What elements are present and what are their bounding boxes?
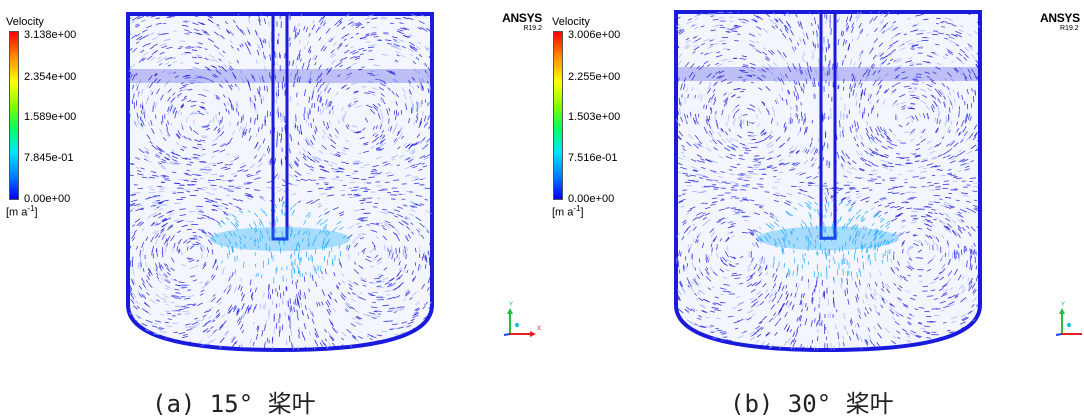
panel-15-degree-blade: Velocity 3.138e+00 2.354e+00 1.589e+00 7… (6, 11, 542, 419)
panel-30-degree-blade: Velocity 3.006e+00 2.255e+00 1.503e+00 7… (542, 0, 1084, 419)
legend-tick-max: 3.138e+00 (24, 29, 77, 41)
axis-triad-icon: Y (1055, 302, 1082, 336)
legend-tick-1: 7.516e-01 (568, 152, 618, 164)
legend-unit: [m a-1] (6, 204, 38, 219)
caption-b: (b) 30° 桨叶 (730, 390, 894, 418)
ansys-logo: ANSYS R19.2 (1040, 12, 1080, 32)
svg-text:Y: Y (509, 302, 513, 308)
axis-triad-icon: Y X (503, 302, 541, 337)
ansys-logo: ANSYS R19.2 (502, 11, 542, 33)
caption-a: (a) 15° 桨叶 (152, 390, 316, 418)
velocity-colorbar (9, 31, 19, 200)
legend-tick-1: 7.845e-01 (24, 152, 74, 164)
legend-tick-min: 0.00e+00 (568, 193, 615, 205)
svg-text:X: X (537, 326, 541, 332)
legend-title: Velocity (552, 16, 590, 28)
velocity-vector-field (674, 10, 982, 353)
legend-tick-2: 1.503e+00 (568, 111, 621, 123)
legend-tick-3: 2.354e+00 (24, 71, 77, 83)
velocity-colorbar (553, 31, 563, 200)
legend-title: Velocity (6, 16, 44, 28)
legend-unit: [m a-1] (552, 204, 584, 219)
legend-tick-2: 1.589e+00 (24, 111, 77, 123)
legend-tick-max: 3.006e+00 (568, 29, 621, 41)
velocity-vector-field (126, 12, 434, 353)
legend-tick-3: 2.255e+00 (568, 71, 621, 83)
legend-tick-min: 0.00e+00 (24, 193, 71, 205)
